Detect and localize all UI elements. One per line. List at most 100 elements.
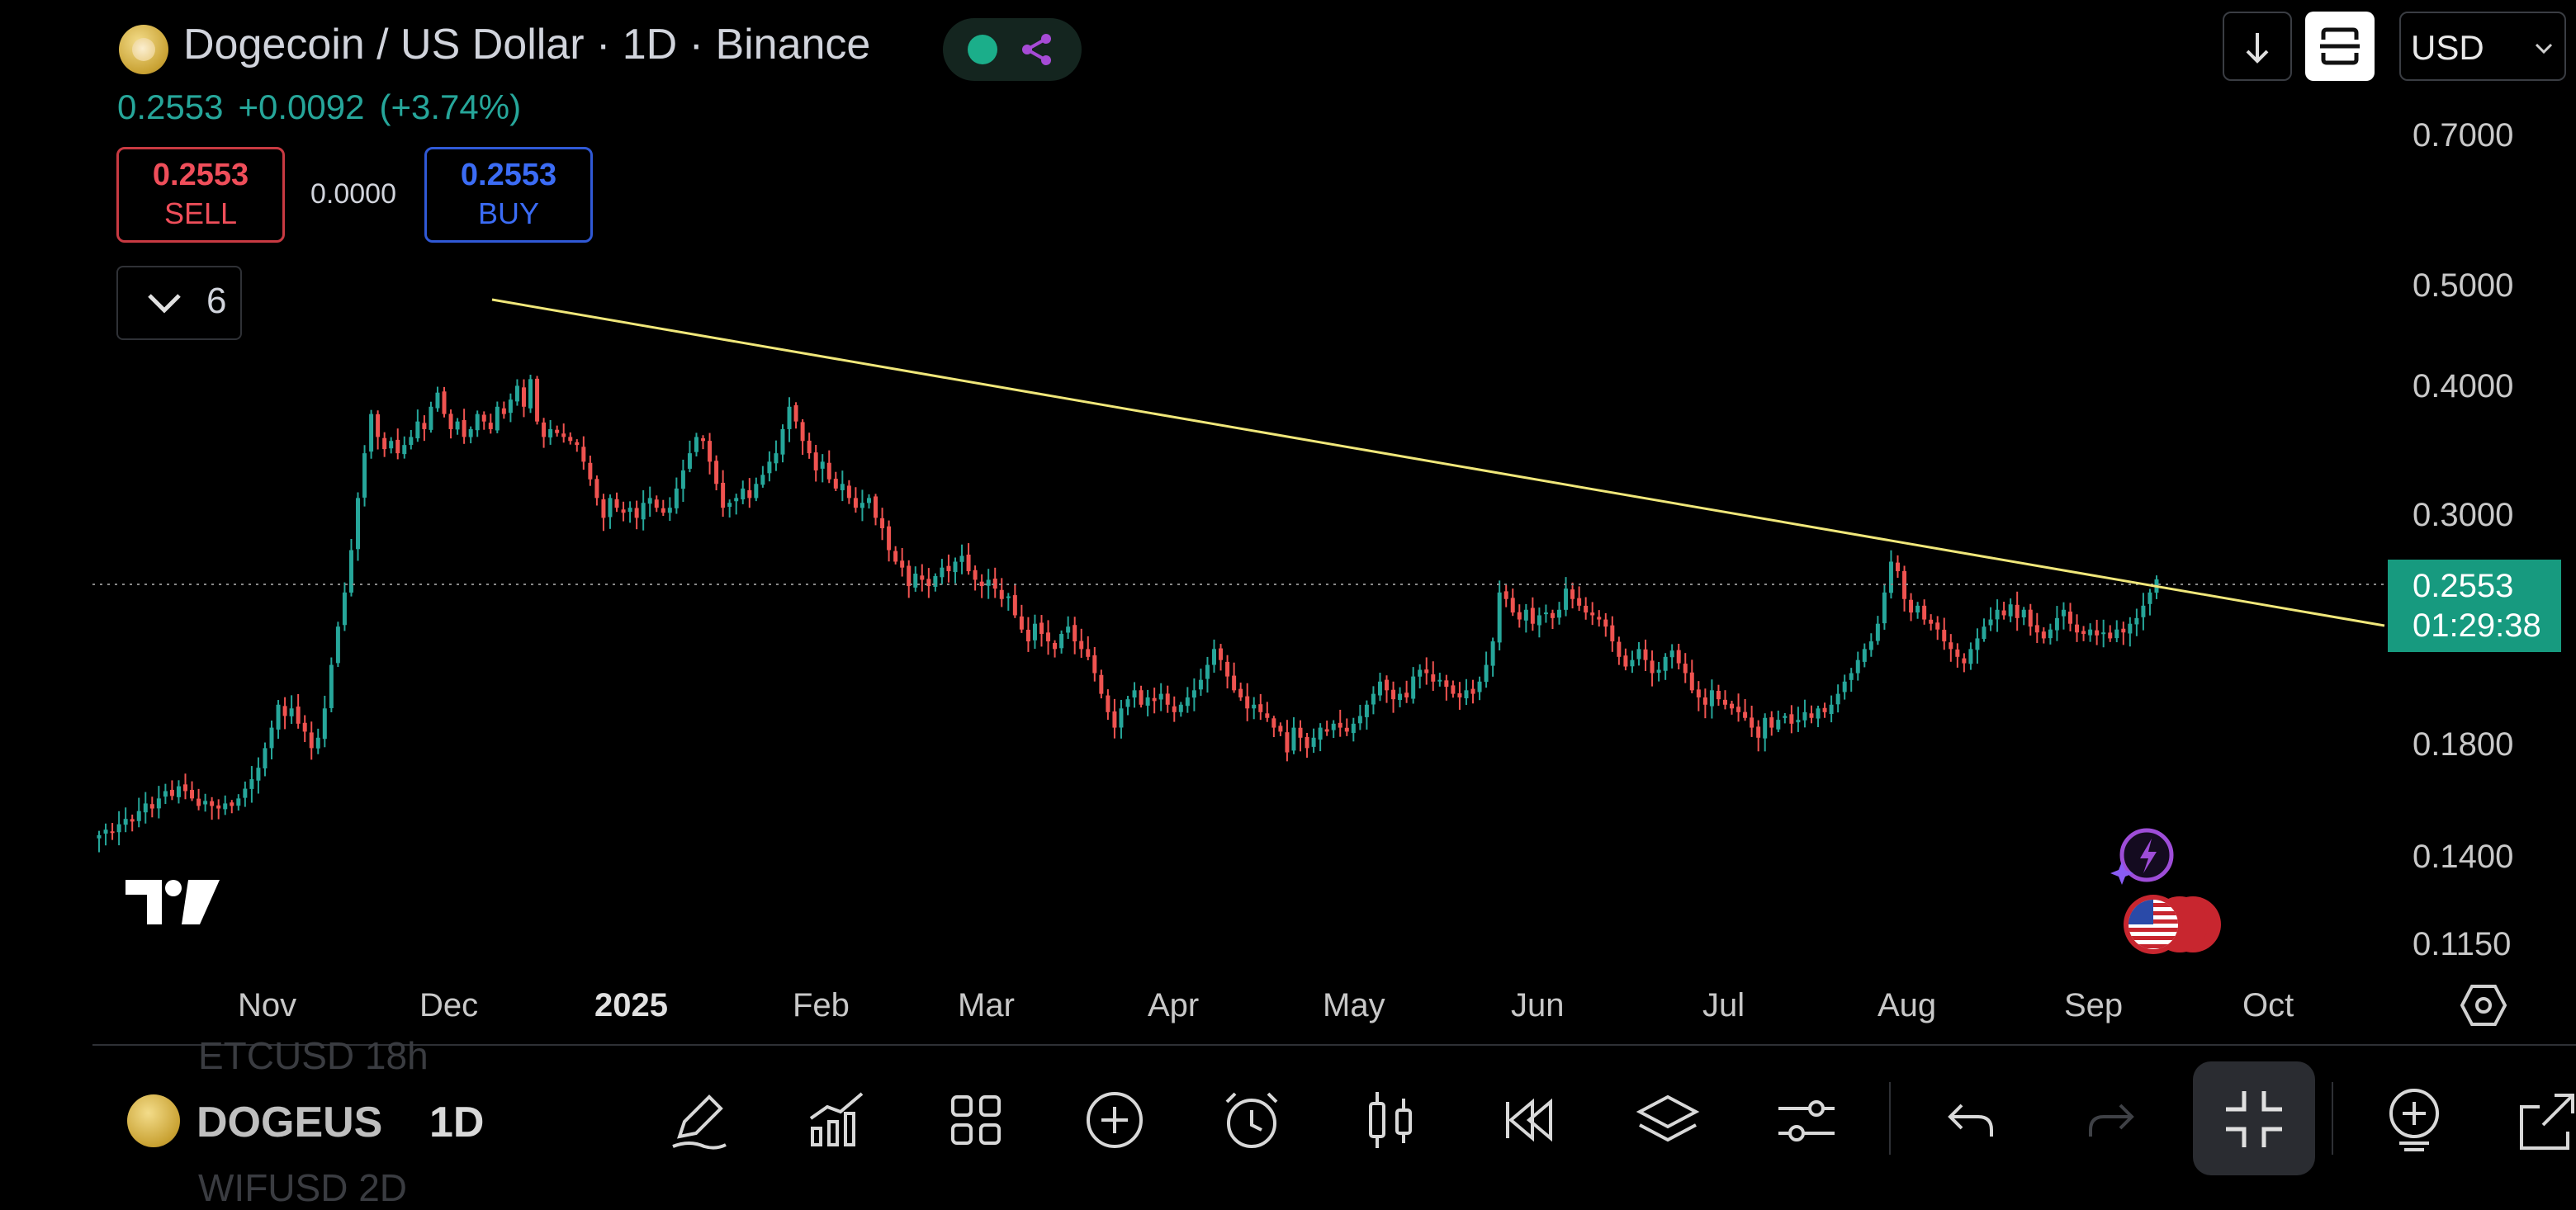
settings-sliders-icon[interactable]	[1772, 1085, 1841, 1155]
share-icon[interactable]	[1019, 31, 1055, 68]
candle-body	[714, 461, 719, 484]
candle-body	[608, 498, 613, 518]
chevron-down-icon	[2535, 43, 2553, 54]
layout-grid-icon[interactable]	[941, 1085, 1011, 1155]
candle-body	[2008, 604, 2013, 617]
candle-body	[1676, 650, 1681, 664]
candle-body	[1636, 649, 1641, 659]
candle-body	[594, 479, 599, 499]
pencil-icon[interactable]	[665, 1085, 734, 1155]
trendline-drawing[interactable]	[491, 298, 2385, 627]
candle-body	[1424, 669, 1429, 674]
candle-body	[800, 422, 805, 442]
candle-body	[1789, 714, 1794, 724]
candle-body	[1590, 612, 1595, 616]
sell-label: SELL	[163, 196, 238, 230]
candle-body	[1577, 598, 1582, 606]
candle-body	[1152, 697, 1157, 702]
time-axis-label: Mar	[958, 987, 1015, 1023]
candle-body	[1331, 723, 1336, 730]
candle-body	[1119, 708, 1124, 728]
candle-body	[243, 788, 248, 798]
candle-body	[169, 789, 174, 796]
ai-assistant-icon[interactable]	[2110, 825, 2190, 888]
candle-body	[2068, 611, 2072, 624]
add-alert-icon[interactable]	[2379, 1085, 2449, 1155]
candle-body	[1477, 681, 1482, 692]
candle-body	[1689, 672, 1694, 691]
market-open-icon	[968, 35, 997, 64]
candle-body	[813, 452, 818, 470]
currency-value: USD	[2411, 28, 2484, 67]
candle-body	[1743, 711, 1748, 718]
candle-body	[223, 803, 228, 810]
candle-body	[1683, 664, 1688, 674]
symbol-selector[interactable]: DOGEUS	[197, 1099, 383, 1146]
indicators-icon[interactable]	[803, 1085, 872, 1155]
candle-body	[1437, 679, 1442, 682]
candle-body	[887, 526, 892, 551]
price-chart[interactable]	[0, 0, 2576, 1040]
candlestick-type-icon[interactable]	[1356, 1085, 1425, 1155]
candle-body	[1451, 685, 1456, 694]
candle-body	[1205, 664, 1210, 679]
candle-body	[1842, 681, 1847, 692]
candle-body	[1809, 713, 1814, 718]
candle-body	[1557, 609, 1562, 618]
add-icon[interactable]	[1080, 1085, 1149, 1155]
candle-body	[1039, 622, 1044, 635]
market-status-pill[interactable]	[943, 18, 1082, 81]
candle-body	[342, 592, 347, 626]
chart-settings-icon[interactable]	[2460, 982, 2507, 1028]
candle-body	[190, 790, 195, 799]
candle-body	[627, 508, 632, 513]
candle-body	[1537, 615, 1541, 626]
share-export-icon[interactable]	[2510, 1085, 2576, 1155]
candle-body	[1172, 706, 1177, 712]
undo-icon[interactable]	[1937, 1085, 2006, 1155]
time-axis-label: Dec	[419, 987, 479, 1023]
candle-body	[647, 498, 652, 504]
buy-button[interactable]: 0.2553 BUY	[424, 147, 593, 243]
candle-body	[1019, 616, 1024, 630]
candle-body	[1298, 727, 1303, 738]
candle-body	[859, 503, 864, 508]
candle-body	[581, 447, 586, 462]
sell-button[interactable]: 0.2553 SELL	[116, 147, 285, 243]
candle-body	[282, 706, 287, 716]
candle-body	[826, 462, 831, 480]
candle-body	[946, 565, 951, 572]
alarm-clock-icon[interactable]	[1217, 1085, 1286, 1155]
candle-body	[1073, 625, 1077, 642]
symbol-title[interactable]: Dogecoin / US Dollar · 1D · Binance	[183, 21, 871, 69]
chart-fullscreen-button[interactable]	[2305, 12, 2375, 81]
candle-body	[1835, 693, 1840, 705]
download-button[interactable]	[2223, 12, 2292, 81]
candle-body	[687, 453, 692, 469]
time-axis-label: Feb	[793, 987, 850, 1023]
candle-body	[807, 440, 812, 454]
candle-body	[680, 470, 685, 489]
exit-fullscreen-button[interactable]	[2193, 1061, 2315, 1175]
layers-icon[interactable]	[1633, 1085, 1702, 1155]
indicators-toggle-button[interactable]	[116, 266, 242, 340]
candle-body	[1305, 736, 1309, 749]
candle-body	[2108, 632, 2113, 639]
candle-body	[1915, 605, 1920, 613]
price-axis-label: 0.7000	[2413, 117, 2514, 154]
candle-body	[1032, 623, 1037, 640]
time-axis-label: Aug	[1878, 987, 1937, 1023]
interval-selector[interactable]: 1D	[429, 1099, 485, 1146]
currency-select[interactable]	[2399, 12, 2566, 81]
candle-body	[555, 429, 560, 433]
candle-body	[774, 453, 779, 464]
candle-body	[1630, 659, 1635, 667]
replay-icon[interactable]	[1494, 1085, 1564, 1155]
economic-events-flags-icon[interactable]	[2120, 891, 2223, 957]
candle-body	[2095, 630, 2100, 636]
candle-body	[322, 708, 327, 740]
candle-body	[1822, 707, 1827, 712]
candle-body	[1198, 679, 1203, 690]
candle-body	[123, 819, 128, 825]
candle-body	[1783, 716, 1788, 718]
